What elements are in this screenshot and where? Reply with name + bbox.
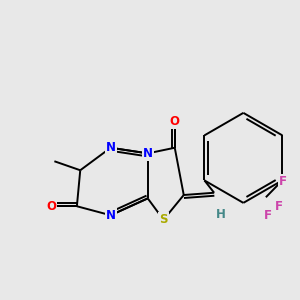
Text: O: O [170,116,180,128]
Text: F: F [264,209,272,222]
Text: F: F [279,175,287,188]
Text: N: N [143,147,153,160]
Text: H: H [216,208,226,220]
Text: N: N [106,141,116,154]
Text: F: F [275,200,284,213]
Text: N: N [106,209,116,222]
Text: O: O [46,200,56,213]
Text: S: S [159,213,168,226]
